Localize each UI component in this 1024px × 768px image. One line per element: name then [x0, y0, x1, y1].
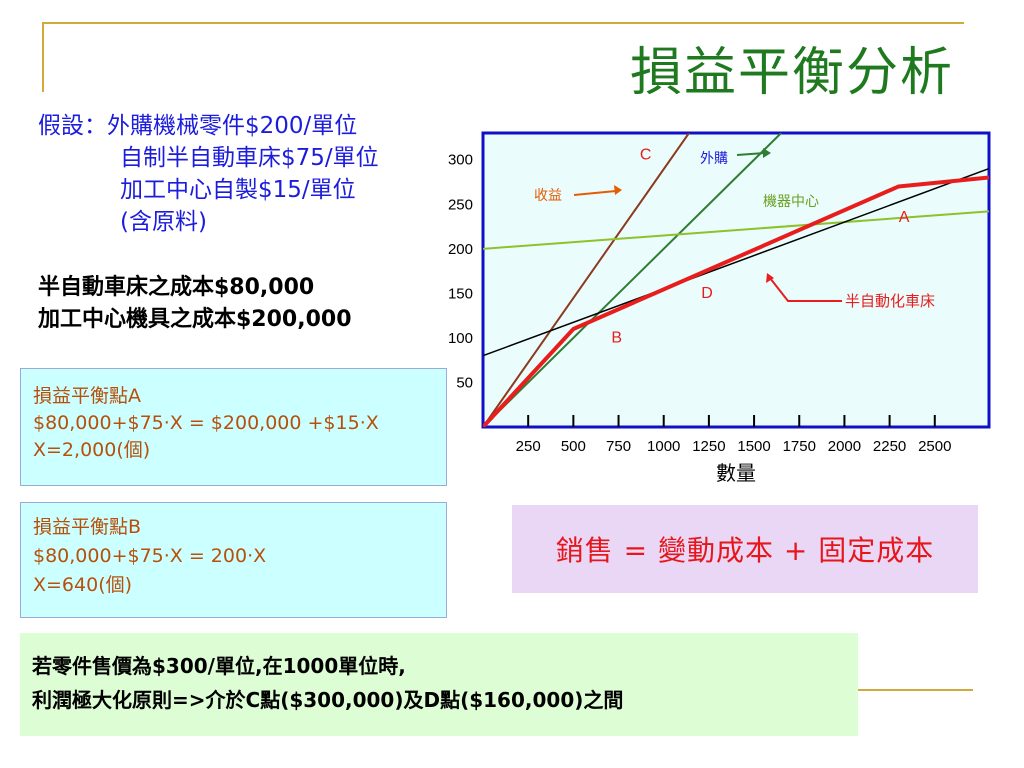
fixed-cost-line-2: 加工中心機具之成本$200,000: [38, 307, 352, 332]
x-tick-label: 2000: [828, 438, 861, 455]
breakeven-b-equation: $80,000+$75·X = 200·X: [33, 545, 267, 567]
assumption-line-3: 加工中心自製$15/單位: [120, 177, 356, 203]
y-tick-label: 50: [456, 374, 473, 391]
x-tick-label: 1000: [647, 438, 680, 455]
series-line-2: [483, 210, 989, 250]
breakeven-b-box: 損益平衡點B $80,000+$75·X = 200·X X=640(個): [20, 502, 447, 618]
x-tick-label: 1750: [783, 438, 816, 455]
series-line-4: [483, 175, 989, 427]
bottom-rule: [858, 689, 973, 691]
assumption-line-4: (含原料): [120, 209, 207, 235]
conclusion-line-1: 若零件售價為$300/單位,在1000單位時,: [32, 654, 406, 678]
point-label-a: A: [899, 209, 910, 226]
x-tick-label: 2250: [873, 438, 906, 455]
lathe-pointer: [769, 277, 842, 302]
page-title: 損益平衡分析: [629, 43, 954, 103]
conclusion-box: 若零件售價為$300/單位,在1000單位時, 利潤極大化原則=>介於C點($3…: [20, 633, 858, 736]
annotation-machine-center: 機器中心: [763, 193, 819, 209]
breakeven-b-heading: 損益平衡點B: [33, 516, 142, 538]
annotation-shouyi: 收益: [534, 187, 562, 203]
y-tick-label: 250: [448, 196, 473, 213]
left-rule: [42, 22, 44, 92]
point-label-d: D: [701, 285, 713, 302]
fixed-cost-line-1: 半自動車床之成本$80,000: [38, 275, 315, 300]
series-line-3: [483, 167, 989, 357]
y-tick-label: 100: [448, 330, 473, 347]
labels-layer: A B C D: [611, 147, 909, 347]
x-tick-label: 750: [606, 438, 631, 455]
x-tick-label: 2500: [918, 438, 951, 455]
plot-area: [481, 131, 991, 429]
assumption-line-1: 假設：外購機械零件$200/單位: [38, 113, 358, 139]
waigou-arrowhead: [763, 148, 771, 158]
conclusion-line-2: 利潤極大化原則=>介於C點($300,000)及D點($160,000)之間: [32, 688, 624, 712]
shouyi-arrowhead: [614, 185, 622, 195]
series-line-0: [483, 133, 690, 427]
y-tick-label: 200: [448, 241, 473, 258]
axis-ticks: 250 500 750 1000 1250 1500 1750 2000 2250 2500 50 1…: [448, 152, 952, 455]
point-label-c: C: [640, 147, 652, 164]
series-layer: [483, 133, 989, 427]
breakeven-a-heading: 損益平衡點A: [33, 385, 141, 407]
annotation-layer: 外購 收益 機器中心 半自動化車床: [534, 148, 935, 310]
lathe-pointer-head: [766, 273, 774, 283]
breakeven-a-equation: $80,000+$75·X = $200,000 +$15·X: [33, 412, 379, 434]
assumptions-block: 假設：外購機械零件$200/單位 自制半自動車床$75/單位 加工中心自製$15…: [38, 110, 379, 238]
fixed-costs-block: 半自動車床之成本$80,000 加工中心機具之成本$200,000: [38, 272, 352, 336]
breakeven-a-box: 損益平衡點A $80,000+$75·X = $200,000 +$15·X X…: [20, 368, 447, 486]
x-tick-label: 500: [561, 438, 586, 455]
series-line-1: [483, 133, 782, 427]
y-tick-label: 150: [448, 285, 473, 302]
assumption-line-2: 自制半自動車床$75/單位: [120, 145, 379, 171]
waigou-arrow: [736, 152, 766, 156]
x-axis-label: 數量: [716, 462, 756, 485]
breakeven-chart: 250 500 750 1000 1250 1500 1750 2000 2250 2500 50 1…: [448, 131, 991, 485]
breakeven-b-result: X=640(個): [33, 574, 133, 596]
x-tick-label: 1500: [737, 438, 770, 455]
point-label-b: B: [611, 329, 622, 346]
top-rule: [42, 22, 964, 24]
annotation-lathe: 半自動化車床: [845, 293, 935, 310]
annotation-waigou: 外購: [700, 150, 728, 166]
cost-formula: 銷售 = 變動成本 + 固定成本: [512, 505, 978, 593]
x-tick-label: 1250: [692, 438, 725, 455]
breakeven-a-result: X=2,000(個): [33, 439, 151, 461]
y-tick-label: 300: [448, 152, 473, 169]
shouyi-arrow: [573, 190, 617, 196]
x-tick-label: 250: [516, 438, 541, 455]
